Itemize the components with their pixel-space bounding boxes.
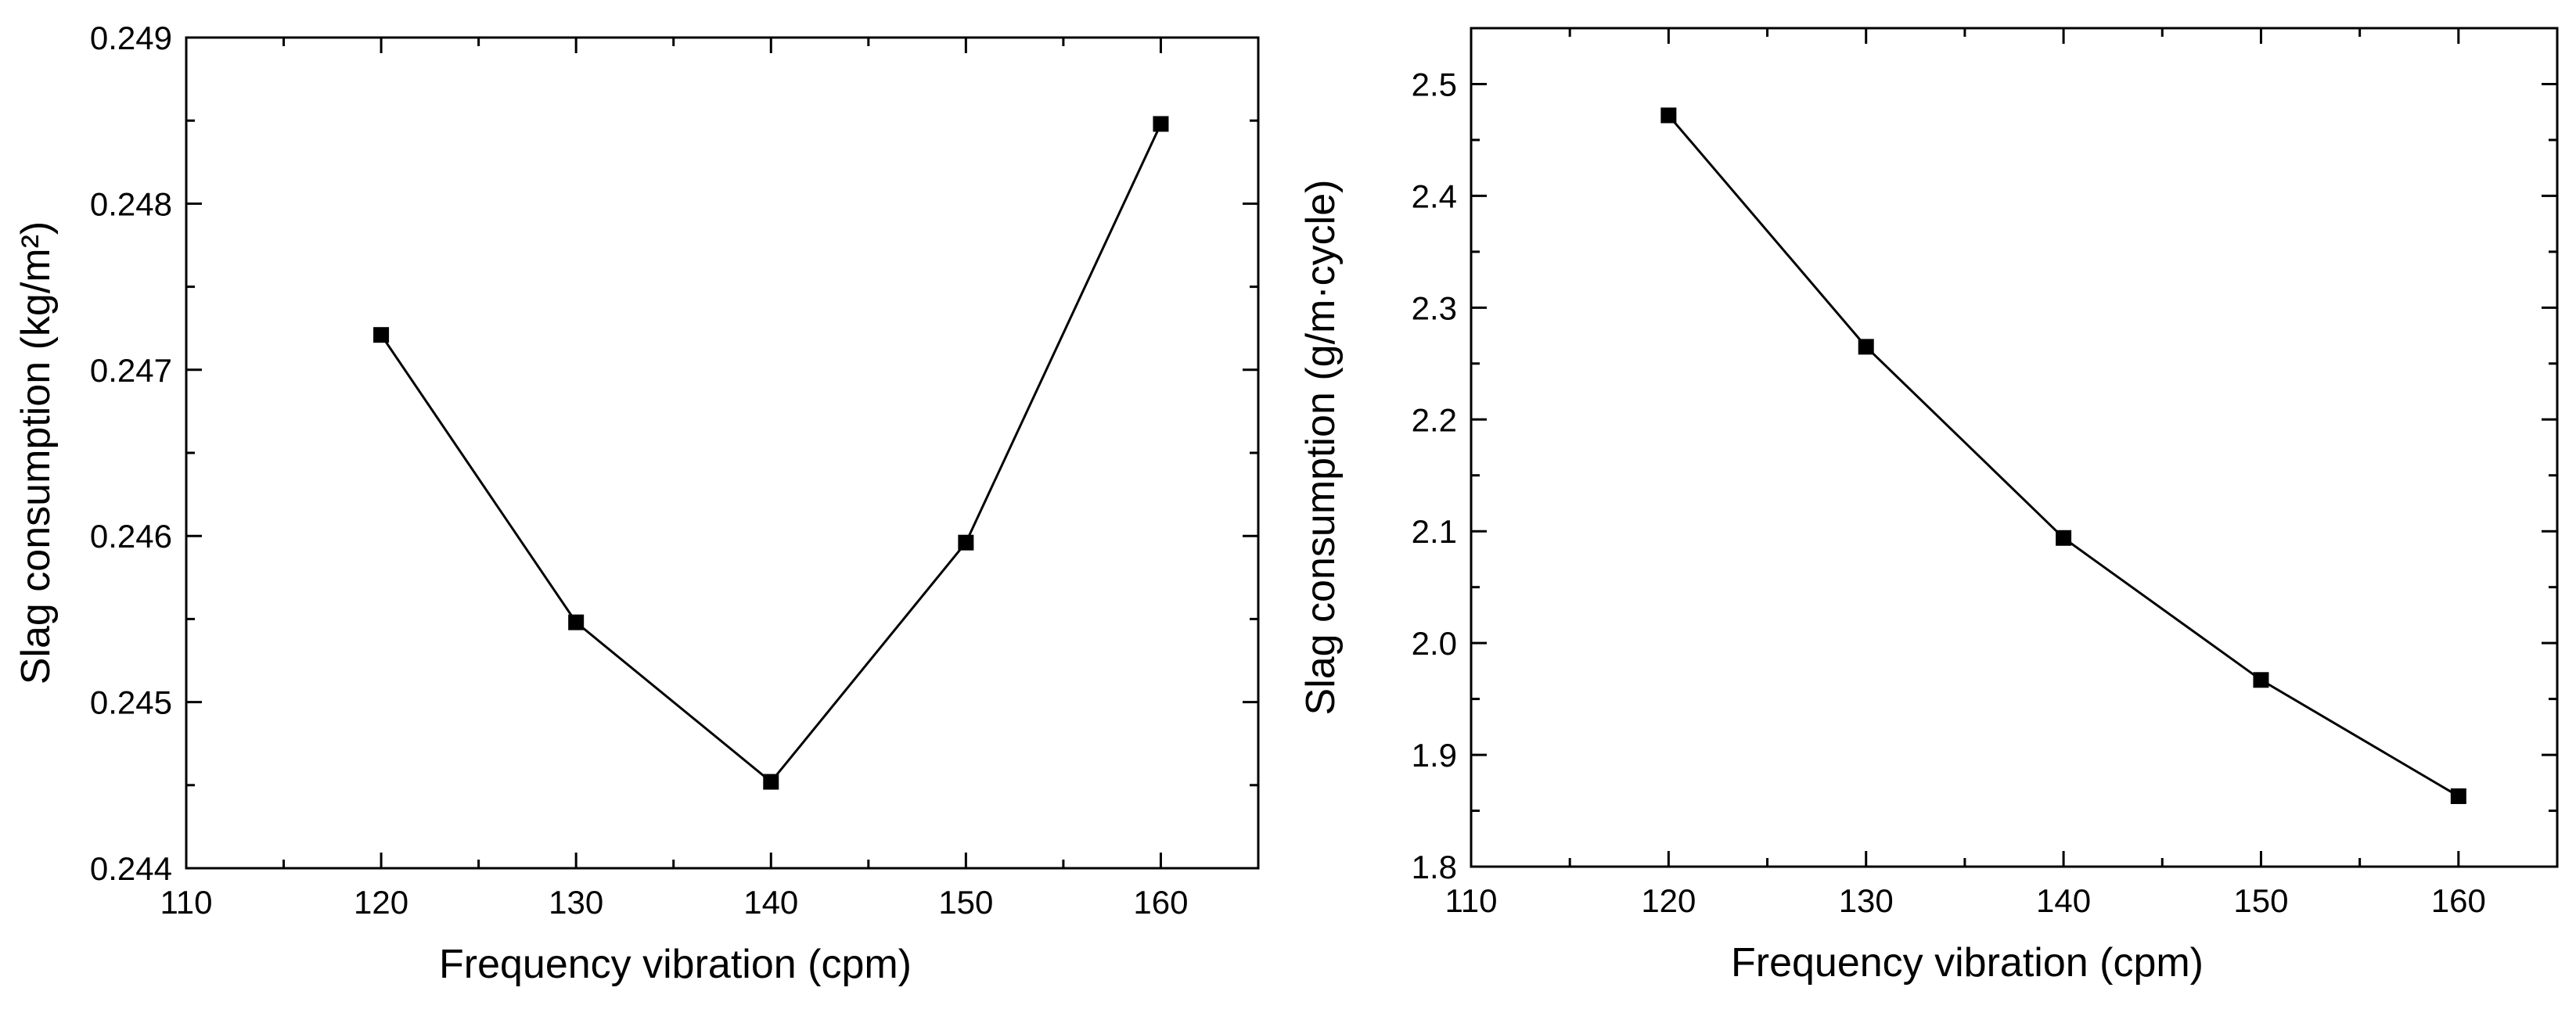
right-x-tick-label: 150 [2233, 882, 2288, 919]
right-y-axis-title: Slag consumption (g/m·cycle) [1298, 180, 1344, 716]
left-data-point [763, 774, 779, 790]
left-x-tick-label: 140 [743, 884, 798, 921]
right-y-tick-label: 2.3 [1412, 289, 1457, 326]
left-y-tick-label: 0.246 [90, 518, 172, 555]
left-data-point [958, 534, 974, 551]
right-x-axis-title: Frequency vibration (cpm) [1731, 940, 2204, 986]
left-y-tick-label: 0.245 [90, 684, 172, 721]
right-x-tick-label: 110 [1445, 882, 1498, 919]
left-data-point [568, 614, 585, 630]
right-data-point [2450, 788, 2466, 804]
chart-right: 110 120 130 140 150 160 1.8 1.9 2.0 2.1 2.2 2.3 2.4 2… [1298, 27, 2559, 986]
right-data-point [1858, 339, 1874, 355]
left-data-point [373, 327, 390, 343]
right-y-tick-label: 1.9 [1412, 737, 1457, 774]
right-y-tick-label: 2.4 [1412, 178, 1457, 214]
right-x-tick-label: 160 [2431, 882, 2486, 919]
left-plot-frame [185, 36, 1260, 870]
left-x-tick-label: 120 [354, 884, 408, 921]
left-x-axis-title: Frequency vibration (cpm) [439, 942, 912, 987]
chart-left: 110 120 130 140 150 160 0.244 0.245 0.246 0.247 0.… [13, 20, 1260, 987]
left-x-tick-label: 150 [938, 884, 993, 921]
left-y-axis-title: Slag consumption (kg/m²) [13, 221, 59, 684]
right-x-tick-label: 140 [2036, 882, 2091, 919]
right-y-tick-label: 2.2 [1412, 401, 1457, 438]
left-x-tick-label: 160 [1133, 884, 1188, 921]
right-plot-frame [1470, 27, 2559, 868]
left-series-line [380, 123, 1162, 784]
right-x-tick-label: 120 [1641, 882, 1696, 919]
left-y-tick-label: 0.248 [90, 185, 172, 222]
left-x-tick-label: 110 [160, 884, 213, 921]
right-data-point [2056, 530, 2072, 546]
right-series-line [1668, 114, 2459, 798]
left-data-point [1153, 116, 1169, 132]
right-y-tick-label: 1.8 [1412, 849, 1457, 885]
right-data-point [1660, 107, 1677, 124]
right-x-tick-label: 130 [1839, 882, 1894, 919]
right-data-point [2253, 672, 2269, 688]
left-y-tick-label: 0.249 [90, 20, 172, 56]
left-y-tick-label: 0.244 [90, 850, 172, 887]
right-y-tick-label: 2.1 [1412, 513, 1457, 550]
right-y-tick-label: 2.5 [1412, 66, 1457, 102]
left-x-tick-label: 130 [549, 884, 603, 921]
left-y-tick-label: 0.247 [90, 352, 172, 389]
right-y-tick-label: 2.0 [1412, 625, 1457, 662]
